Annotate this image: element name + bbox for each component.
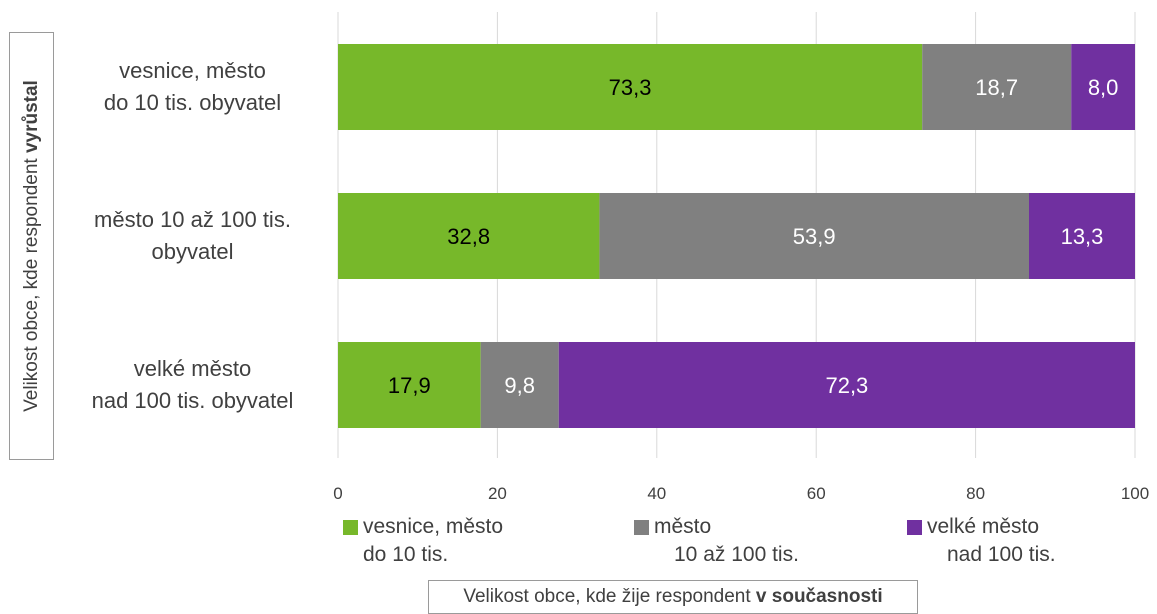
legend-label-line: nad 100 tis. [947,543,1056,566]
bar [558,342,1135,428]
category-label-line: velké město [133,356,252,381]
x-tick-label: 40 [647,484,666,503]
legend-label-line: velké město [927,515,1040,538]
legend-label: vesnice, město do 10 tis. [363,513,503,569]
data-label: 32,8 [447,224,490,249]
category-label-line: do 10 tis. obyvatel [103,90,282,115]
bar [338,44,923,130]
legend-swatch [343,520,358,535]
legend-swatch [907,520,922,535]
data-label: 73,3 [609,75,652,100]
bar [1071,44,1135,130]
category-label: vesnice, město do 10 tis. obyvatel [50,55,335,119]
data-label: 8,0 [1088,75,1119,100]
bar [480,342,559,428]
x-axis-title-box: Velikost obce, kde žije respondent v sou… [428,580,918,614]
y-axis-title-box: Velikost obce, kde respondent vyrůstal [9,32,54,460]
category-label: velké město nad 100 tis. obyvatel [50,353,335,417]
bar [922,44,1072,130]
x-axis-title-bold: v současnosti [755,586,883,607]
data-label: 9,8 [504,373,535,398]
x-tick-label: 100 [1121,484,1149,503]
legend-label: město 10 až 100 tis. [654,513,799,569]
bar [338,342,481,428]
y-axis-title-prefix: Velikost obce, kde respondent [20,153,42,412]
y-axis-title: Velikost obce, kde respondent vyrůstal [21,80,43,412]
data-label: 18,7 [975,75,1018,100]
x-axis-title-prefix: Velikost obce, kde žije respondent [463,586,756,607]
data-label: 17,9 [388,373,431,398]
y-axis-title-bold: vyrůstal [20,80,42,154]
data-label: 13,3 [1061,224,1104,249]
legend-label-line: do 10 tis. [363,543,449,566]
category-label: město 10 až 100 tis. obyvatel [50,204,335,268]
category-label-line: město 10 až 100 tis. [94,207,291,232]
bar [338,193,600,279]
legend-label: velké město nad 100 tis. [927,513,1056,569]
legend-label-line: vesnice, město [363,515,504,538]
category-label-line: obyvatel [151,239,234,264]
legend-label-line: město [654,515,712,538]
data-label: 72,3 [825,373,868,398]
x-tick-label: 0 [333,484,342,503]
bar [599,193,1029,279]
category-label-line: vesnice, město [119,58,266,83]
category-label-line: nad 100 tis. obyvatel [91,388,294,413]
data-label: 53,9 [793,224,836,249]
x-tick-label: 60 [807,484,826,503]
legend-label-line: 10 až 100 tis. [674,543,799,566]
x-tick-label: 20 [488,484,507,503]
legend-swatch [634,520,649,535]
bar [1028,193,1135,279]
x-tick-label: 80 [966,484,985,503]
